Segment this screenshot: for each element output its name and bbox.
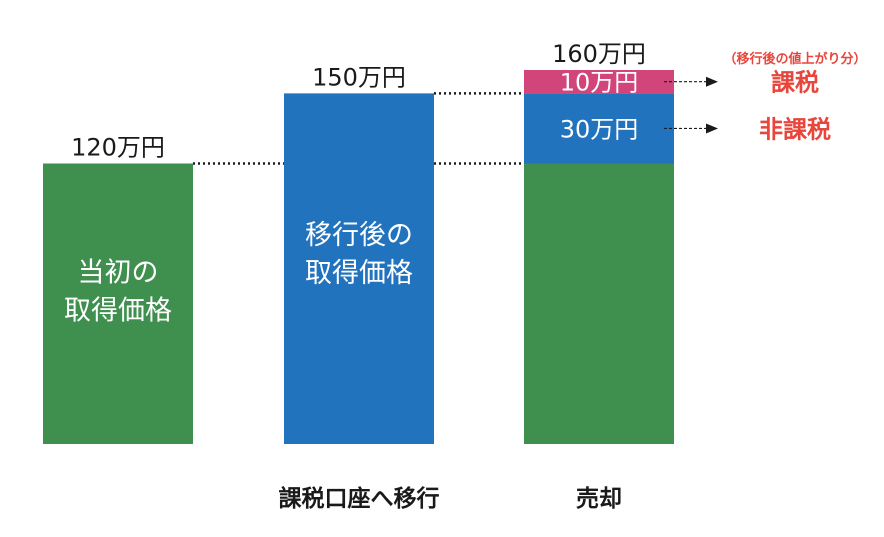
tax-label: 課税: [771, 69, 819, 97]
segment-label: 10万円: [560, 69, 639, 97]
total-label: 160万円: [552, 40, 646, 68]
bar-segment: [43, 163, 193, 444]
bar-segment: [524, 70, 674, 94]
category-label: 売却: [576, 486, 622, 512]
bars: [43, 70, 674, 444]
note-label: （移行後の値上がり分）: [723, 51, 866, 67]
total-label: 120万円: [71, 134, 165, 162]
tax-label: 非課税: [759, 115, 831, 143]
tax-arrow-head: [706, 76, 718, 87]
connector-lines: [193, 92, 524, 165]
tax-arrow-head: [706, 123, 718, 134]
category-labels: 課税口座へ移行 売却: [279, 485, 623, 512]
category-label: 課税口座へ移行: [279, 485, 440, 512]
total-label: 150万円: [312, 63, 406, 91]
bar-inner-label: 当初の: [78, 257, 159, 288]
bar-inner-label: 取得価格: [64, 295, 172, 326]
bar-segment: [524, 163, 674, 444]
bar-inner-label: 移行後の: [305, 220, 413, 251]
segment-label: 30万円: [560, 115, 639, 143]
bar-inner-label: 取得価格: [305, 258, 413, 289]
bar-segment: [284, 93, 434, 444]
bar-segment: [524, 93, 674, 164]
